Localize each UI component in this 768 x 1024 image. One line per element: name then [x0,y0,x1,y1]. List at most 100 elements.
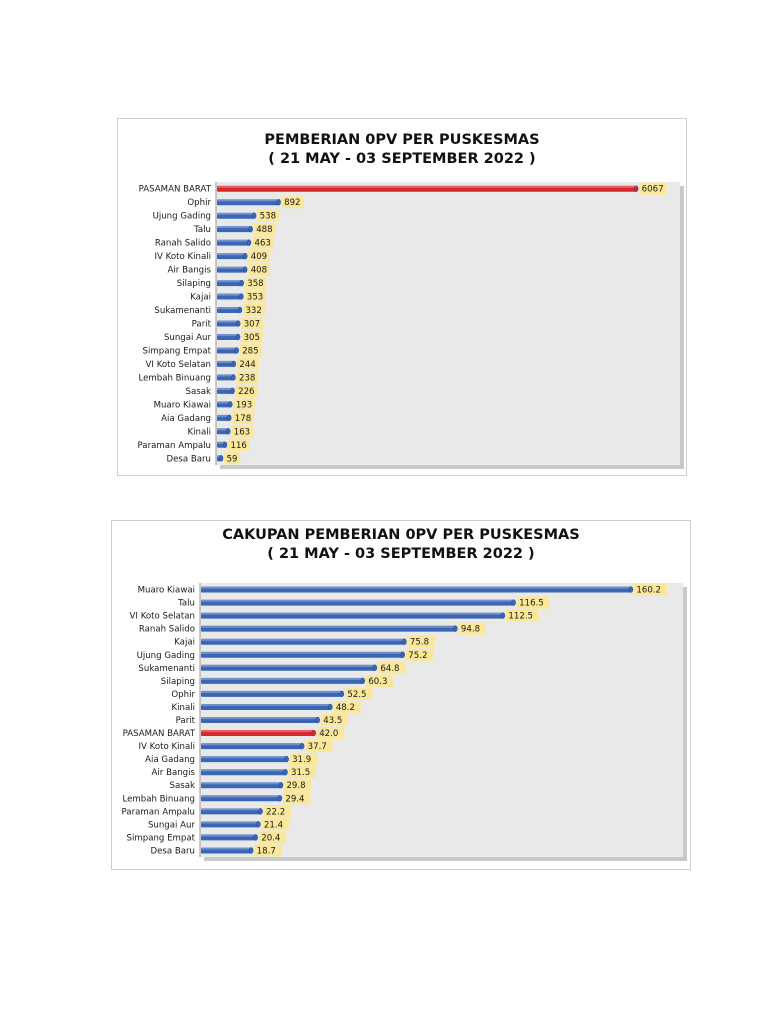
bar-silaping [217,280,242,287]
category-label: IV Koto Kinali [155,252,211,262]
bar-sheen-sukamenanti [217,307,240,310]
bar-sheen-lembah-binuang [201,795,280,798]
category-label: Kinali [187,427,211,437]
bar-sheen-paraman-ampalu [217,441,226,444]
bar-ophir [201,690,342,697]
value-label-bg [236,371,259,384]
bar-aia-gadang [201,756,287,763]
bar-cap-ranah-salido [453,625,458,632]
value-label-bg [405,648,434,661]
category-label: Sungai Aur [164,333,212,343]
value-label-bg [228,438,250,451]
value-label-bg [241,330,263,343]
bar-sheen-sasak [201,782,281,785]
category-label: VI Koto Selatan [130,612,195,622]
chart-title-line2: ( 21 MAY - 03 SEPTEMBER 2022 ) [267,546,535,562]
category-label: Lembah Binuang [138,373,211,383]
value-label: 29.8 [286,781,305,791]
bar-sheen-sungai-aur [201,821,259,824]
bar-cap-desa-baru [218,455,224,462]
value-label: 21.4 [264,820,283,830]
category-label: Muaro Kiawai [154,400,211,410]
bar-sheen-talu [217,226,251,229]
value-label-bg [333,700,361,713]
value-label: 892 [284,198,300,208]
category-label: Sukamenanti [138,664,195,674]
category-label: Aia Gadang [145,755,195,765]
bar-cap-talu [248,225,253,233]
value-label-bg [233,398,256,411]
value-label: 488 [256,225,272,235]
value-label: 18.7 [257,846,276,856]
bar-simpang-empat [217,347,237,354]
bar-sheen-simpang-empat [201,834,256,837]
bar-cap-lembah-binuang [277,795,283,802]
bar-kinali [201,703,331,710]
bar-cap-kajai [239,293,244,300]
bar-sheen-pasaman-barat [201,730,314,733]
value-label: 37.7 [308,742,327,752]
value-label-bg [516,596,550,609]
bar-kajai [217,293,242,300]
bar-sukamenanti [217,307,240,314]
value-label-bg [232,411,255,424]
value-label-bg [257,209,279,222]
bar-air-bangis [201,769,286,776]
bar-cap-sukamenanti [372,664,378,672]
bar-cap-iv-koto-kinali [243,252,248,260]
category-label: Parit [176,716,196,726]
value-label: 358 [247,279,263,289]
category-label: Muaro Kiawai [138,586,195,596]
bar-sheen-kinali [201,703,331,707]
bar-sheen-aia-gadang [201,756,287,759]
value-label-bg [244,290,267,303]
value-label: 94.8 [461,625,480,635]
bar-sheen-desa-baru [201,847,252,850]
value-label: 43.5 [323,716,342,726]
bar-sheen-parit [201,717,318,720]
value-label: 160.2 [636,586,661,596]
value-label: 42.0 [319,729,338,739]
bar-cap-paraman-ampalu [222,441,228,448]
bar-sheen-air-bangis [217,266,246,269]
value-label: 305 [244,333,260,343]
value-label-bg [505,609,539,622]
category-label: Desa Baru [150,846,195,856]
bar-simpang-empat [201,834,256,841]
value-label: 332 [245,306,261,316]
bar-sungai-aur [217,333,239,340]
value-label: 6067 [642,185,664,195]
bar-kajai [201,638,405,645]
chart-pemberian-opv: PEMBERIAN 0PV PER PUSKESMAS ( 21 MAY - 0… [117,118,687,476]
bar-sasak [217,387,233,394]
bar-sheen-ophir [217,199,279,202]
category-label: Sasak [170,781,195,791]
bar-cap-ujung-gading [400,651,406,658]
bar-vi-koto-selatan [217,360,234,367]
value-label: 48.2 [336,703,355,713]
bar-cap-kinali [226,428,231,435]
value-label: 463 [254,239,270,249]
bar-cap-silaping [360,677,366,685]
bar-sheen-sasak [217,387,233,390]
bar-cap-desa-baru [248,847,254,854]
value-label: 238 [239,373,255,383]
bar-sheen-pasaman-barat [217,185,637,188]
bar-sheen-sukamenanti [201,664,375,667]
bar-sheen-ujung-gading [217,212,255,215]
bar-parit [201,717,318,723]
bar-cap-iv-koto-kinali [299,742,305,750]
bar-plot: Muaro Kiawai 160.2 Talu 116.5 VI Koto Selata… [122,583,687,861]
bar-sheen-lembah-binuang [217,374,234,377]
value-label: 116.5 [519,599,544,609]
bar-cap-sasak [278,782,284,789]
value-label: 244 [239,360,255,370]
bar-cap-muaro-kiawai [628,586,634,593]
value-label-bg [244,277,267,290]
bar-air-bangis [217,266,246,273]
bar-cap-air-bangis [283,768,288,776]
bar-cap-ranah-salido [246,239,252,246]
bar-cap-aia-gadang [227,414,232,422]
bar-iv-koto-kinali [217,253,246,260]
bar-kinali [217,428,229,435]
